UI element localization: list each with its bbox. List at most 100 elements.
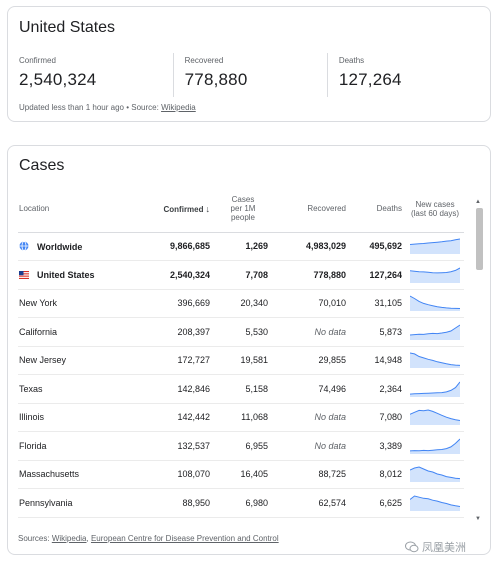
stat-value: 127,264 xyxy=(338,70,402,89)
scroll-down-arrow-icon[interactable]: ▼ xyxy=(475,516,481,522)
source-link-wikipedia[interactable]: Wikipedia xyxy=(51,534,87,543)
cell-recovered: No data xyxy=(272,317,350,347)
table-row[interactable]: Massachusetts 108,070 16,405 88,725 8,012 xyxy=(18,460,464,489)
cell-confirmed: 172,727 xyxy=(130,346,214,375)
cell-recovered: No data xyxy=(272,403,350,432)
cell-deaths: 127,264 xyxy=(350,260,406,290)
table-body: Worldwide 9,866,685 1,269 4,983,029 495,692 U… xyxy=(18,232,464,518)
cell-per1m: 5,158 xyxy=(214,374,272,404)
stat-value: 2,540,324 xyxy=(19,70,97,89)
trend-sparkline xyxy=(409,495,461,511)
cases-title: Cases xyxy=(19,157,65,174)
column-header-deaths[interactable]: Deaths xyxy=(350,186,406,233)
location-name: New Jersey xyxy=(19,355,67,366)
cell-location: Worldwide xyxy=(18,232,130,261)
table-row[interactable]: New Jersey 172,727 19,581 29,855 14,948 xyxy=(18,346,464,375)
cell-confirmed: 142,846 xyxy=(130,374,214,404)
cell-trend xyxy=(406,232,464,261)
location-name: California xyxy=(19,326,58,337)
trend-sparkline xyxy=(409,267,461,283)
sparkline-line xyxy=(409,438,461,452)
sparkline-area xyxy=(410,438,460,454)
cell-deaths: 14,948 xyxy=(350,346,406,375)
cell-confirmed: 2,540,324 xyxy=(130,260,214,290)
cell-location: New York xyxy=(18,289,130,318)
cell-trend xyxy=(406,317,464,347)
column-header-trend: New cases (last 60 days) xyxy=(406,186,464,233)
cell-location: Texas xyxy=(18,374,130,404)
sources-prefix: Sources: xyxy=(18,534,50,543)
cell-per1m: 16,405 xyxy=(214,460,272,489)
watermark: 凤凰美洲 xyxy=(405,539,466,555)
table-row[interactable]: Florida 132,537 6,955 No data 3,389 xyxy=(18,431,464,461)
trend-sparkline xyxy=(409,409,461,426)
cell-confirmed: 396,669 xyxy=(130,289,214,318)
cell-trend xyxy=(406,289,464,318)
table-row[interactable]: United States 2,540,324 7,708 778,880 127,26… xyxy=(18,260,464,290)
sparkline-area xyxy=(410,410,460,426)
sparkline-area xyxy=(410,381,460,397)
location-name: Massachusetts xyxy=(19,469,80,480)
table-row[interactable]: Illinois 142,442 11,068 No data 7,080 xyxy=(18,403,464,432)
us-flag-icon xyxy=(19,270,29,279)
table-row[interactable]: Pennsylvania 88,950 6,980 62,574 6,625 xyxy=(18,488,464,518)
cell-recovered: 62,574 xyxy=(272,488,350,518)
sparkline-line xyxy=(409,238,461,246)
location-name: Illinois xyxy=(19,412,45,423)
table-row[interactable]: California 208,397 5,530 No data 5,873 xyxy=(18,317,464,347)
column-header-per1m[interactable]: Cases per 1M people xyxy=(214,186,272,233)
cell-per1m: 1,269 xyxy=(214,232,272,261)
sparkline-line xyxy=(409,324,461,336)
cell-confirmed: 142,442 xyxy=(130,403,214,432)
cell-confirmed: 208,397 xyxy=(130,317,214,347)
table-scrollbar[interactable]: ▲ ▼ xyxy=(474,198,484,523)
cell-trend xyxy=(406,260,464,290)
stat-recovered: Recovered 778,880 xyxy=(172,53,327,97)
trend-sparkline xyxy=(409,295,461,312)
sparkline-area xyxy=(410,267,460,283)
sparkline-line xyxy=(409,381,461,395)
location-name: New York xyxy=(19,298,58,309)
trend-sparkline xyxy=(409,466,461,483)
table-header-row: Location Confirmed ↓ Cases per 1M people Re… xyxy=(18,186,464,233)
column-header-location[interactable]: Location xyxy=(18,186,130,233)
column-header-confirmed[interactable]: Confirmed ↓ xyxy=(130,186,214,233)
cell-recovered: 88,725 xyxy=(272,460,350,489)
cell-trend xyxy=(406,374,464,404)
source-link-ecdc[interactable]: European Centre for Disease Prevention a… xyxy=(90,534,279,543)
location-name: Pennsylvania xyxy=(19,497,73,508)
source-prefix: Source: xyxy=(131,103,159,112)
cell-trend xyxy=(406,346,464,375)
cell-per1m: 20,340 xyxy=(214,289,272,318)
cell-recovered: 778,880 xyxy=(272,260,350,290)
trend-sparkline xyxy=(409,381,461,397)
globe-icon xyxy=(19,240,29,251)
cell-recovered: 70,010 xyxy=(272,289,350,318)
table-row[interactable]: Texas 142,846 5,158 74,496 2,364 xyxy=(18,374,464,404)
cell-deaths: 6,625 xyxy=(350,488,406,518)
sparkline-line xyxy=(409,267,461,274)
source-link-wikipedia[interactable]: Wikipedia xyxy=(161,103,196,112)
sparkline-line xyxy=(409,409,461,422)
scroll-thumb[interactable] xyxy=(476,208,483,270)
cell-location: New Jersey xyxy=(18,346,130,375)
sparkline-area xyxy=(410,239,460,255)
trend-sparkline xyxy=(409,438,461,454)
cell-recovered: 4,983,029 xyxy=(272,232,350,261)
sparkline-area xyxy=(410,467,460,483)
cell-confirmed: 9,866,685 xyxy=(130,232,214,261)
location-name: Worldwide xyxy=(37,241,83,252)
stat-confirmed: Confirmed 2,540,324 xyxy=(19,53,173,97)
bullet-separator: • xyxy=(126,103,130,112)
table-row[interactable]: New York 396,669 20,340 70,010 31,105 xyxy=(18,289,464,318)
summary-title: United States xyxy=(19,19,116,36)
summary-card: United States Confirmed 2,540,324 Recove… xyxy=(7,6,491,122)
cases-card: Cases Location Confirmed ↓ Cases per 1M peo… xyxy=(7,145,491,555)
column-header-recovered[interactable]: Recovered xyxy=(272,186,350,233)
cell-location: Illinois xyxy=(18,403,130,432)
sparkline-area xyxy=(410,495,460,511)
stat-deaths: Deaths 127,264 xyxy=(326,53,481,97)
table-row[interactable]: Worldwide 9,866,685 1,269 4,983,029 495,692 xyxy=(18,232,464,261)
scroll-up-arrow-icon[interactable]: ▲ xyxy=(475,199,481,205)
sparkline-area xyxy=(410,296,460,312)
